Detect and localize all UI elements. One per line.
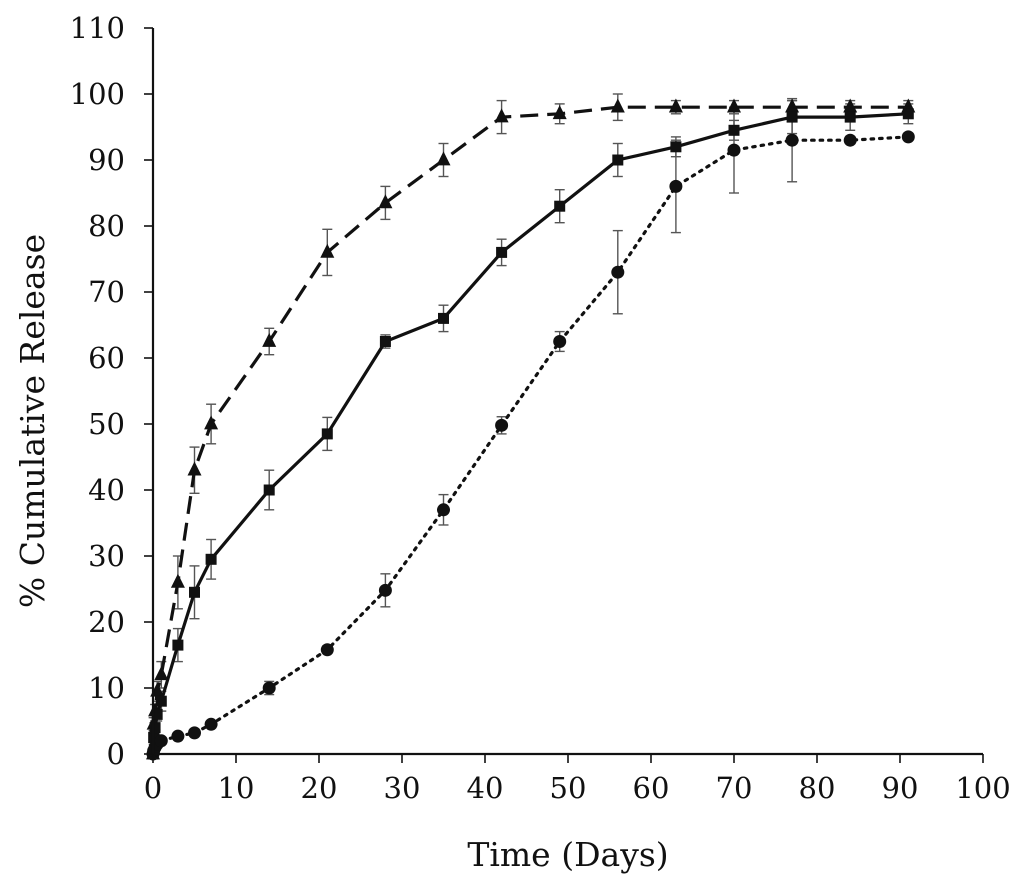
y-tick-label: 70 xyxy=(88,275,125,309)
square-solid-point xyxy=(172,639,184,651)
y-tick-label: 100 xyxy=(70,77,125,111)
x-tick-label: 20 xyxy=(301,771,338,805)
x-tick-label: 10 xyxy=(218,771,255,805)
y-tick-label: 110 xyxy=(70,11,125,45)
square-solid-point xyxy=(189,586,200,598)
square-solid-point xyxy=(151,708,163,720)
x-axis-ticks: 0 10 20 30 40 50 60 70 80 90 100 xyxy=(144,754,1011,805)
circle-dotted-point xyxy=(262,681,276,695)
triangle-dashed-point xyxy=(610,98,625,113)
y-tick-label: 50 xyxy=(88,407,125,441)
triangle-dashed-point xyxy=(494,108,509,123)
square-solid-point xyxy=(496,246,508,258)
error-bars xyxy=(148,93,914,754)
x-tick-label: 90 xyxy=(882,771,919,805)
square-solid-point xyxy=(612,154,624,166)
circle-dotted-point xyxy=(154,734,168,748)
x-tick-label: 80 xyxy=(799,771,836,805)
data-markers xyxy=(146,98,916,761)
series-lines xyxy=(151,105,910,756)
square-solid-point xyxy=(554,200,566,212)
y-tick-label: 40 xyxy=(88,473,125,507)
y-tick-label: 30 xyxy=(88,539,125,573)
x-tick-label: 60 xyxy=(633,771,670,805)
circle-dotted-point xyxy=(204,717,218,731)
triangle-dashed-point xyxy=(320,243,335,258)
triangle-dashed-point xyxy=(170,573,185,588)
square-solid-point xyxy=(670,141,682,153)
circle-dotted-point xyxy=(669,179,683,193)
triangle-dashed-point xyxy=(785,98,800,113)
circle-dotted-point xyxy=(378,583,392,597)
y-axis-title: % Cumulative Release xyxy=(13,234,52,608)
x-axis-title: Time (Days) xyxy=(467,835,668,874)
circle-dotted-point xyxy=(495,418,509,432)
square-solid-point xyxy=(321,428,333,440)
x-tick-label: 100 xyxy=(955,771,1010,805)
y-tick-label: 80 xyxy=(88,209,125,243)
x-tick-label: 50 xyxy=(550,771,587,805)
y-tick-label: 10 xyxy=(88,671,125,705)
triangle-dashed-point xyxy=(262,332,277,347)
square-solid-point xyxy=(786,111,798,123)
x-tick-label: 0 xyxy=(144,771,162,805)
square-solid-point xyxy=(438,312,449,324)
triangle-dashed-point xyxy=(378,194,393,209)
circle-dotted-point xyxy=(320,643,334,657)
circle-dotted-point xyxy=(727,143,741,157)
x-tick-label: 40 xyxy=(467,771,504,805)
triangle-dashed-point xyxy=(727,98,741,113)
x-tick-label: 70 xyxy=(716,771,753,805)
circle-dotted-point xyxy=(785,133,799,147)
y-tick-label: 20 xyxy=(88,605,125,639)
square-solid-point xyxy=(379,336,391,347)
square-solid-point xyxy=(728,124,740,136)
triangle-dashed-point xyxy=(436,151,451,166)
y-axis-ticks: 0 10 20 30 40 50 60 70 80 90 100 110 xyxy=(70,11,153,771)
square-solid-line xyxy=(151,112,909,755)
triangle-dashed-point xyxy=(843,98,858,113)
x-tick-label: 30 xyxy=(384,771,421,805)
y-tick-label: 60 xyxy=(88,341,125,375)
triangle-dashed-point xyxy=(154,666,169,681)
circle-dotted-point xyxy=(901,130,915,144)
circle-dotted-point xyxy=(437,503,450,517)
square-solid-point xyxy=(149,722,161,734)
triangle-dashed-point xyxy=(668,98,683,113)
circle-dotted-point xyxy=(553,335,567,348)
circle-dotted-point xyxy=(611,265,625,279)
y-tick-label: 90 xyxy=(88,143,125,177)
circle-dotted-point xyxy=(188,726,201,740)
square-solid-point xyxy=(263,484,275,496)
triangle-dashed-point xyxy=(552,105,567,120)
y-tick-label: 0 xyxy=(107,737,125,771)
square-solid-point xyxy=(902,108,914,120)
square-solid-point xyxy=(205,553,217,565)
triangle-dashed-point xyxy=(204,415,219,430)
square-solid-point xyxy=(844,111,856,123)
circle-dotted-point xyxy=(171,729,185,743)
axes xyxy=(151,28,983,756)
triangle-dashed-point xyxy=(187,461,202,476)
triangle-dashed-line xyxy=(151,105,909,755)
circle-dotted-point xyxy=(843,133,857,147)
square-solid-point xyxy=(155,695,167,707)
